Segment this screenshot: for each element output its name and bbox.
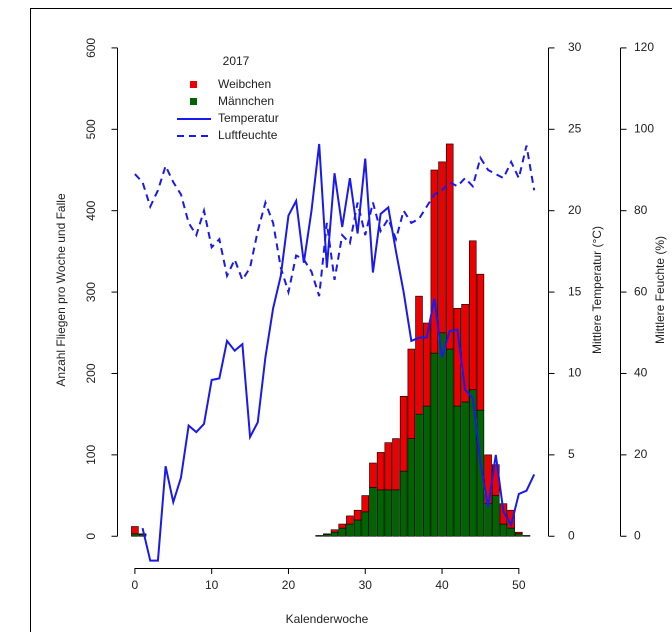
y2-tick-label: 0 [568,528,575,542]
bar [438,161,446,334]
y2-axis-title: Mittlere Temperatur (°C) [590,226,604,354]
x-tick-label: 0 [132,578,139,592]
y-tick-label: 0 [84,533,98,540]
line [134,145,536,297]
bar [407,438,416,537]
y3-tick-label: 20 [634,447,648,461]
bar [468,240,477,391]
bar [338,527,346,537]
bar [430,352,439,537]
y3-tick-label: 60 [634,284,648,298]
bar [392,438,400,491]
y3-tick-label: 40 [634,366,648,380]
y-tick-label: 200 [84,363,98,383]
y-tick-label: 100 [84,445,98,465]
bar [445,143,454,350]
y3-tick-label: 0 [634,528,641,542]
legend-title: 2017 [223,54,250,68]
y2-tick-label: 10 [568,366,582,380]
y-tick-label: 600 [84,38,98,58]
y-tick-label: 400 [84,200,98,220]
bar [361,495,370,513]
x-tick-label: 50 [512,578,526,592]
bar [315,535,323,537]
bar [376,452,385,491]
y-tick-label: 300 [84,282,98,302]
x-tick-label: 10 [205,578,219,592]
y2-tick-label: 5 [568,447,575,461]
x-axis-title: Kalenderwoche [286,612,369,626]
bar [376,489,385,537]
bar [384,442,393,491]
bar [369,462,377,488]
bar [330,529,339,533]
line [141,143,536,562]
legend-label: Luftfeuchte [218,128,278,142]
bar [346,523,354,537]
bar [515,531,523,535]
bar [392,489,400,537]
legend-swatch [190,81,197,88]
bar [138,533,147,535]
bar [399,470,408,537]
y2-tick-label: 20 [568,203,582,217]
y-axis-title: Anzahl Fliegen pro Woche und Falle [54,193,68,387]
bar [338,523,346,529]
bar [422,405,431,537]
bar [346,515,354,525]
bar [499,523,508,537]
bar [323,533,331,535]
y2-tick-label: 15 [568,284,582,298]
legend-label: Temperatur [218,111,279,125]
bar [522,535,531,537]
x-tick-label: 40 [435,578,449,592]
y3-tick-label: 100 [634,121,654,135]
bar [131,533,139,537]
bar [131,526,139,535]
y3-tick-label: 80 [634,203,648,217]
bar [361,511,370,537]
y3-axis-title: Mittlere Feuchte (%) [653,236,667,344]
legend-label: Weibchen [218,77,271,91]
bar [461,401,469,537]
bar [353,509,362,521]
bar [399,395,408,472]
x-tick-label: 20 [282,578,296,592]
plot-area [131,143,536,562]
bar [461,303,469,403]
bar [492,495,500,537]
bar [453,308,462,407]
bar [507,527,515,537]
bar [430,169,439,354]
bar [438,332,446,537]
bar [445,348,454,537]
bar [407,348,416,439]
legend-swatch [190,98,197,105]
bar [415,295,423,415]
bar [453,405,462,537]
bar [499,503,508,525]
bar [422,322,431,407]
bar [515,533,523,537]
bar [353,519,362,537]
y3-tick-label: 120 [634,40,654,54]
legend-label: Männchen [218,94,274,108]
y2-tick-label: 25 [568,121,582,135]
bar [384,489,393,537]
x-tick-label: 30 [359,578,373,592]
y2-tick-label: 30 [568,40,582,54]
bar [369,487,377,537]
frame [30,8,672,632]
bar [476,273,485,411]
y-tick-label: 500 [84,119,98,139]
bar [484,503,492,537]
bar [330,531,339,537]
bar [415,413,423,537]
